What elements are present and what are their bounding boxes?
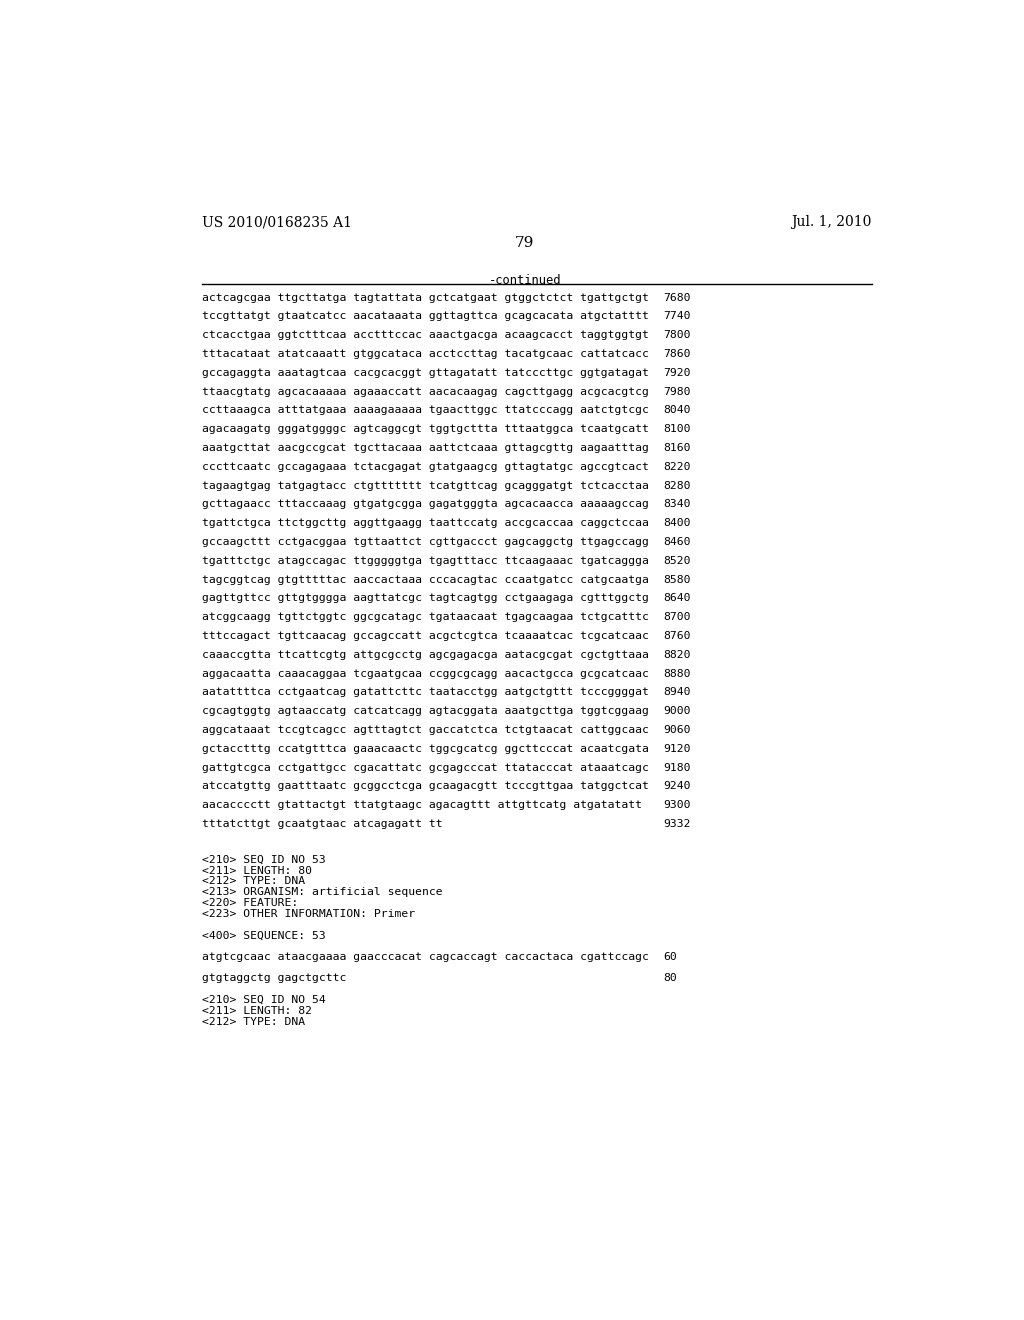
- Text: 9180: 9180: [663, 763, 690, 772]
- Text: tgatttctgc atagccagac ttgggggtga tgagtttacc ttcaagaaac tgatcaggga: tgatttctgc atagccagac ttgggggtga tgagttt…: [202, 556, 648, 566]
- Text: 8580: 8580: [663, 574, 690, 585]
- Text: 79: 79: [515, 236, 535, 249]
- Text: 8160: 8160: [663, 444, 690, 453]
- Text: atgtcgcaac ataacgaaaa gaacccacat cagcaccagt caccactaca cgattccagc: atgtcgcaac ataacgaaaa gaacccacat cagcacc…: [202, 952, 648, 962]
- Text: 9332: 9332: [663, 818, 690, 829]
- Text: 8940: 8940: [663, 688, 690, 697]
- Text: tttccagact tgttcaacag gccagccatt acgctcgtca tcaaaatcac tcgcatcaac: tttccagact tgttcaacag gccagccatt acgctcg…: [202, 631, 648, 642]
- Text: ttaacgtatg agcacaaaaa agaaaccatt aacacaagag cagcttgagg acgcacgtcg: ttaacgtatg agcacaaaaa agaaaccatt aacacaa…: [202, 387, 648, 396]
- Text: gccagaggta aaatagtcaa cacgcacggt gttagatatt tatcccttgc ggtgatagat: gccagaggta aaatagtcaa cacgcacggt gttagat…: [202, 368, 648, 378]
- Text: 8400: 8400: [663, 519, 690, 528]
- Text: 60: 60: [663, 952, 677, 962]
- Text: 9300: 9300: [663, 800, 690, 810]
- Text: 8040: 8040: [663, 405, 690, 416]
- Text: <212> TYPE: DNA: <212> TYPE: DNA: [202, 1016, 305, 1027]
- Text: caaaccgtta ttcattcgtg attgcgcctg agcgagacga aatacgcgat cgctgttaaa: caaaccgtta ttcattcgtg attgcgcctg agcgaga…: [202, 649, 648, 660]
- Text: 8100: 8100: [663, 424, 690, 434]
- Text: aatattttca cctgaatcag gatattcttc taatacctgg aatgctgttt tcccggggat: aatattttca cctgaatcag gatattcttc taatacc…: [202, 688, 648, 697]
- Text: aggcataaat tccgtcagcc agtttagtct gaccatctca tctgtaacat cattggcaac: aggcataaat tccgtcagcc agtttagtct gaccatc…: [202, 725, 648, 735]
- Text: ctcacctgaa ggtctttcaa acctttccac aaactgacga acaagcacct taggtggtgt: ctcacctgaa ggtctttcaa acctttccac aaactga…: [202, 330, 648, 341]
- Text: -continued: -continued: [488, 275, 561, 288]
- Text: 7680: 7680: [663, 293, 690, 302]
- Text: 9240: 9240: [663, 781, 690, 792]
- Text: <400> SEQUENCE: 53: <400> SEQUENCE: 53: [202, 931, 326, 940]
- Text: 9000: 9000: [663, 706, 690, 717]
- Text: actcagcgaa ttgcttatga tagtattata gctcatgaat gtggctctct tgattgctgt: actcagcgaa ttgcttatga tagtattata gctcatg…: [202, 293, 648, 302]
- Text: aaatgcttat aacgccgcat tgcttacaaa aattctcaaa gttagcgttg aagaatttag: aaatgcttat aacgccgcat tgcttacaaa aattctc…: [202, 444, 648, 453]
- Text: cccttcaatc gccagagaaa tctacgagat gtatgaagcg gttagtatgc agccgtcact: cccttcaatc gccagagaaa tctacgagat gtatgaa…: [202, 462, 648, 471]
- Text: tttatcttgt gcaatgtaac atcagagatt tt: tttatcttgt gcaatgtaac atcagagatt tt: [202, 818, 442, 829]
- Text: agacaagatg gggatggggc agtcaggcgt tggtgcttta tttaatggca tcaatgcatt: agacaagatg gggatggggc agtcaggcgt tggtgct…: [202, 424, 648, 434]
- Text: 8340: 8340: [663, 499, 690, 510]
- Text: tagcggtcag gtgtttttac aaccactaaa cccacagtac ccaatgatcc catgcaatga: tagcggtcag gtgtttttac aaccactaaa cccacag…: [202, 574, 648, 585]
- Text: <211> LENGTH: 82: <211> LENGTH: 82: [202, 1006, 311, 1015]
- Text: tgattctgca ttctggcttg aggttgaagg taattccatg accgcaccaa caggctccaa: tgattctgca ttctggcttg aggttgaagg taattcc…: [202, 519, 648, 528]
- Text: tttacataat atatcaaatt gtggcataca acctccttag tacatgcaac cattatcacc: tttacataat atatcaaatt gtggcataca acctcct…: [202, 348, 648, 359]
- Text: atcggcaagg tgttctggtc ggcgcatagc tgataacaat tgagcaagaa tctgcatttc: atcggcaagg tgttctggtc ggcgcatagc tgataac…: [202, 612, 648, 622]
- Text: tccgttatgt gtaatcatcc aacataaata ggttagttca gcagcacata atgctatttt: tccgttatgt gtaatcatcc aacataaata ggttagt…: [202, 312, 648, 321]
- Text: 80: 80: [663, 973, 677, 983]
- Text: gcttagaacc tttaccaaag gtgatgcgga gagatgggta agcacaacca aaaaagccag: gcttagaacc tttaccaaag gtgatgcgga gagatgg…: [202, 499, 648, 510]
- Text: 8220: 8220: [663, 462, 690, 471]
- Text: 7920: 7920: [663, 368, 690, 378]
- Text: ccttaaagca atttatgaaa aaaagaaaaa tgaacttggc ttatcccagg aatctgtcgc: ccttaaagca atttatgaaa aaaagaaaaa tgaactt…: [202, 405, 648, 416]
- Text: 8280: 8280: [663, 480, 690, 491]
- Text: 7980: 7980: [663, 387, 690, 396]
- Text: aacacccctt gtattactgt ttatgtaagc agacagttt attgttcatg atgatatatt: aacacccctt gtattactgt ttatgtaagc agacagt…: [202, 800, 642, 810]
- Text: tagaagtgag tatgagtacc ctgttttttt tcatgttcag gcagggatgt tctcacctaa: tagaagtgag tatgagtacc ctgttttttt tcatgtt…: [202, 480, 648, 491]
- Text: 8460: 8460: [663, 537, 690, 546]
- Text: 9120: 9120: [663, 744, 690, 754]
- Text: <223> OTHER INFORMATION: Primer: <223> OTHER INFORMATION: Primer: [202, 908, 415, 919]
- Text: gctacctttg ccatgtttca gaaacaactc tggcgcatcg ggcttcccat acaatcgata: gctacctttg ccatgtttca gaaacaactc tggcgca…: [202, 744, 648, 754]
- Text: gccaagcttt cctgacggaa tgttaattct cgttgaccct gagcaggctg ttgagccagg: gccaagcttt cctgacggaa tgttaattct cgttgac…: [202, 537, 648, 546]
- Text: <212> TYPE: DNA: <212> TYPE: DNA: [202, 876, 305, 886]
- Text: gtgtaggctg gagctgcttc: gtgtaggctg gagctgcttc: [202, 973, 346, 983]
- Text: cgcagtggtg agtaaccatg catcatcagg agtacggata aaatgcttga tggtcggaag: cgcagtggtg agtaaccatg catcatcagg agtacgg…: [202, 706, 648, 717]
- Text: 8700: 8700: [663, 612, 690, 622]
- Text: 8880: 8880: [663, 669, 690, 678]
- Text: US 2010/0168235 A1: US 2010/0168235 A1: [202, 215, 351, 230]
- Text: <211> LENGTH: 80: <211> LENGTH: 80: [202, 866, 311, 875]
- Text: Jul. 1, 2010: Jul. 1, 2010: [792, 215, 872, 230]
- Text: 8820: 8820: [663, 649, 690, 660]
- Text: 9060: 9060: [663, 725, 690, 735]
- Text: 7860: 7860: [663, 348, 690, 359]
- Text: gagttgttcc gttgtgggga aagttatcgc tagtcagtgg cctgaagaga cgtttggctg: gagttgttcc gttgtgggga aagttatcgc tagtcag…: [202, 594, 648, 603]
- Text: <213> ORGANISM: artificial sequence: <213> ORGANISM: artificial sequence: [202, 887, 442, 898]
- Text: <220> FEATURE:: <220> FEATURE:: [202, 898, 298, 908]
- Text: 7740: 7740: [663, 312, 690, 321]
- Text: 8760: 8760: [663, 631, 690, 642]
- Text: aggacaatta caaacaggaa tcgaatgcaa ccggcgcagg aacactgcca gcgcatcaac: aggacaatta caaacaggaa tcgaatgcaa ccggcgc…: [202, 669, 648, 678]
- Text: 7800: 7800: [663, 330, 690, 341]
- Text: 8520: 8520: [663, 556, 690, 566]
- Text: <210> SEQ ID NO 53: <210> SEQ ID NO 53: [202, 855, 326, 865]
- Text: gattgtcgca cctgattgcc cgacattatc gcgagcccat ttatacccat ataaatcagc: gattgtcgca cctgattgcc cgacattatc gcgagcc…: [202, 763, 648, 772]
- Text: <210> SEQ ID NO 54: <210> SEQ ID NO 54: [202, 995, 326, 1005]
- Text: 8640: 8640: [663, 594, 690, 603]
- Text: atccatgttg gaatttaatc gcggcctcga gcaagacgtt tcccgttgaa tatggctcat: atccatgttg gaatttaatc gcggcctcga gcaagac…: [202, 781, 648, 792]
